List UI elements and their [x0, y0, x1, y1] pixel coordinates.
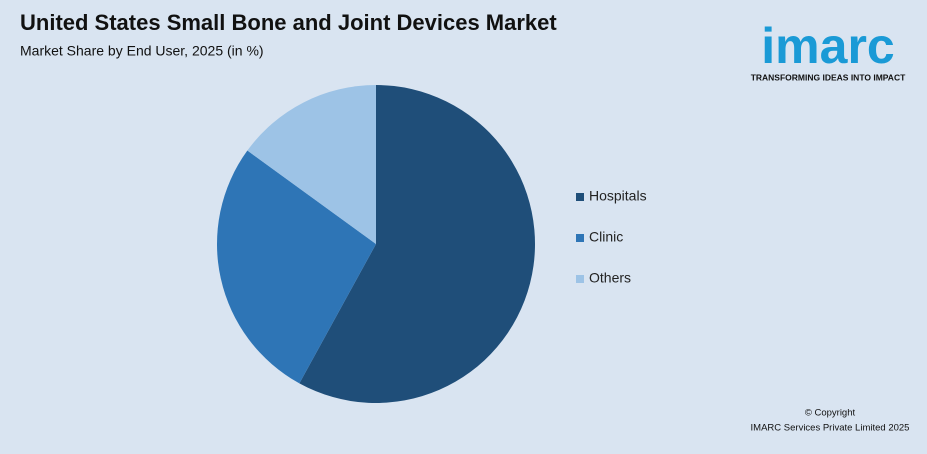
legend-label: Hospitals [589, 188, 647, 204]
legend-swatch [576, 193, 584, 201]
legend-label: Others [589, 270, 631, 286]
legend-swatch [576, 234, 584, 242]
legend-label: Clinic [589, 229, 623, 245]
pie-slice [247, 85, 376, 244]
company: IMARC Services Private Limited 2025 [751, 423, 910, 434]
pie-slice [299, 85, 535, 403]
legend-swatch [576, 275, 584, 283]
logo-tagline: TRANSFORMING IDEAS INTO IMPACT [751, 72, 906, 82]
chart-title: United States Small Bone and Joint Devic… [20, 10, 557, 35]
chart-subtitle: Market Share by End User, 2025 (in %) [20, 43, 264, 59]
copyright: © Copyright [805, 408, 856, 419]
pie-slice [217, 150, 376, 384]
logo: imarc [761, 18, 894, 74]
